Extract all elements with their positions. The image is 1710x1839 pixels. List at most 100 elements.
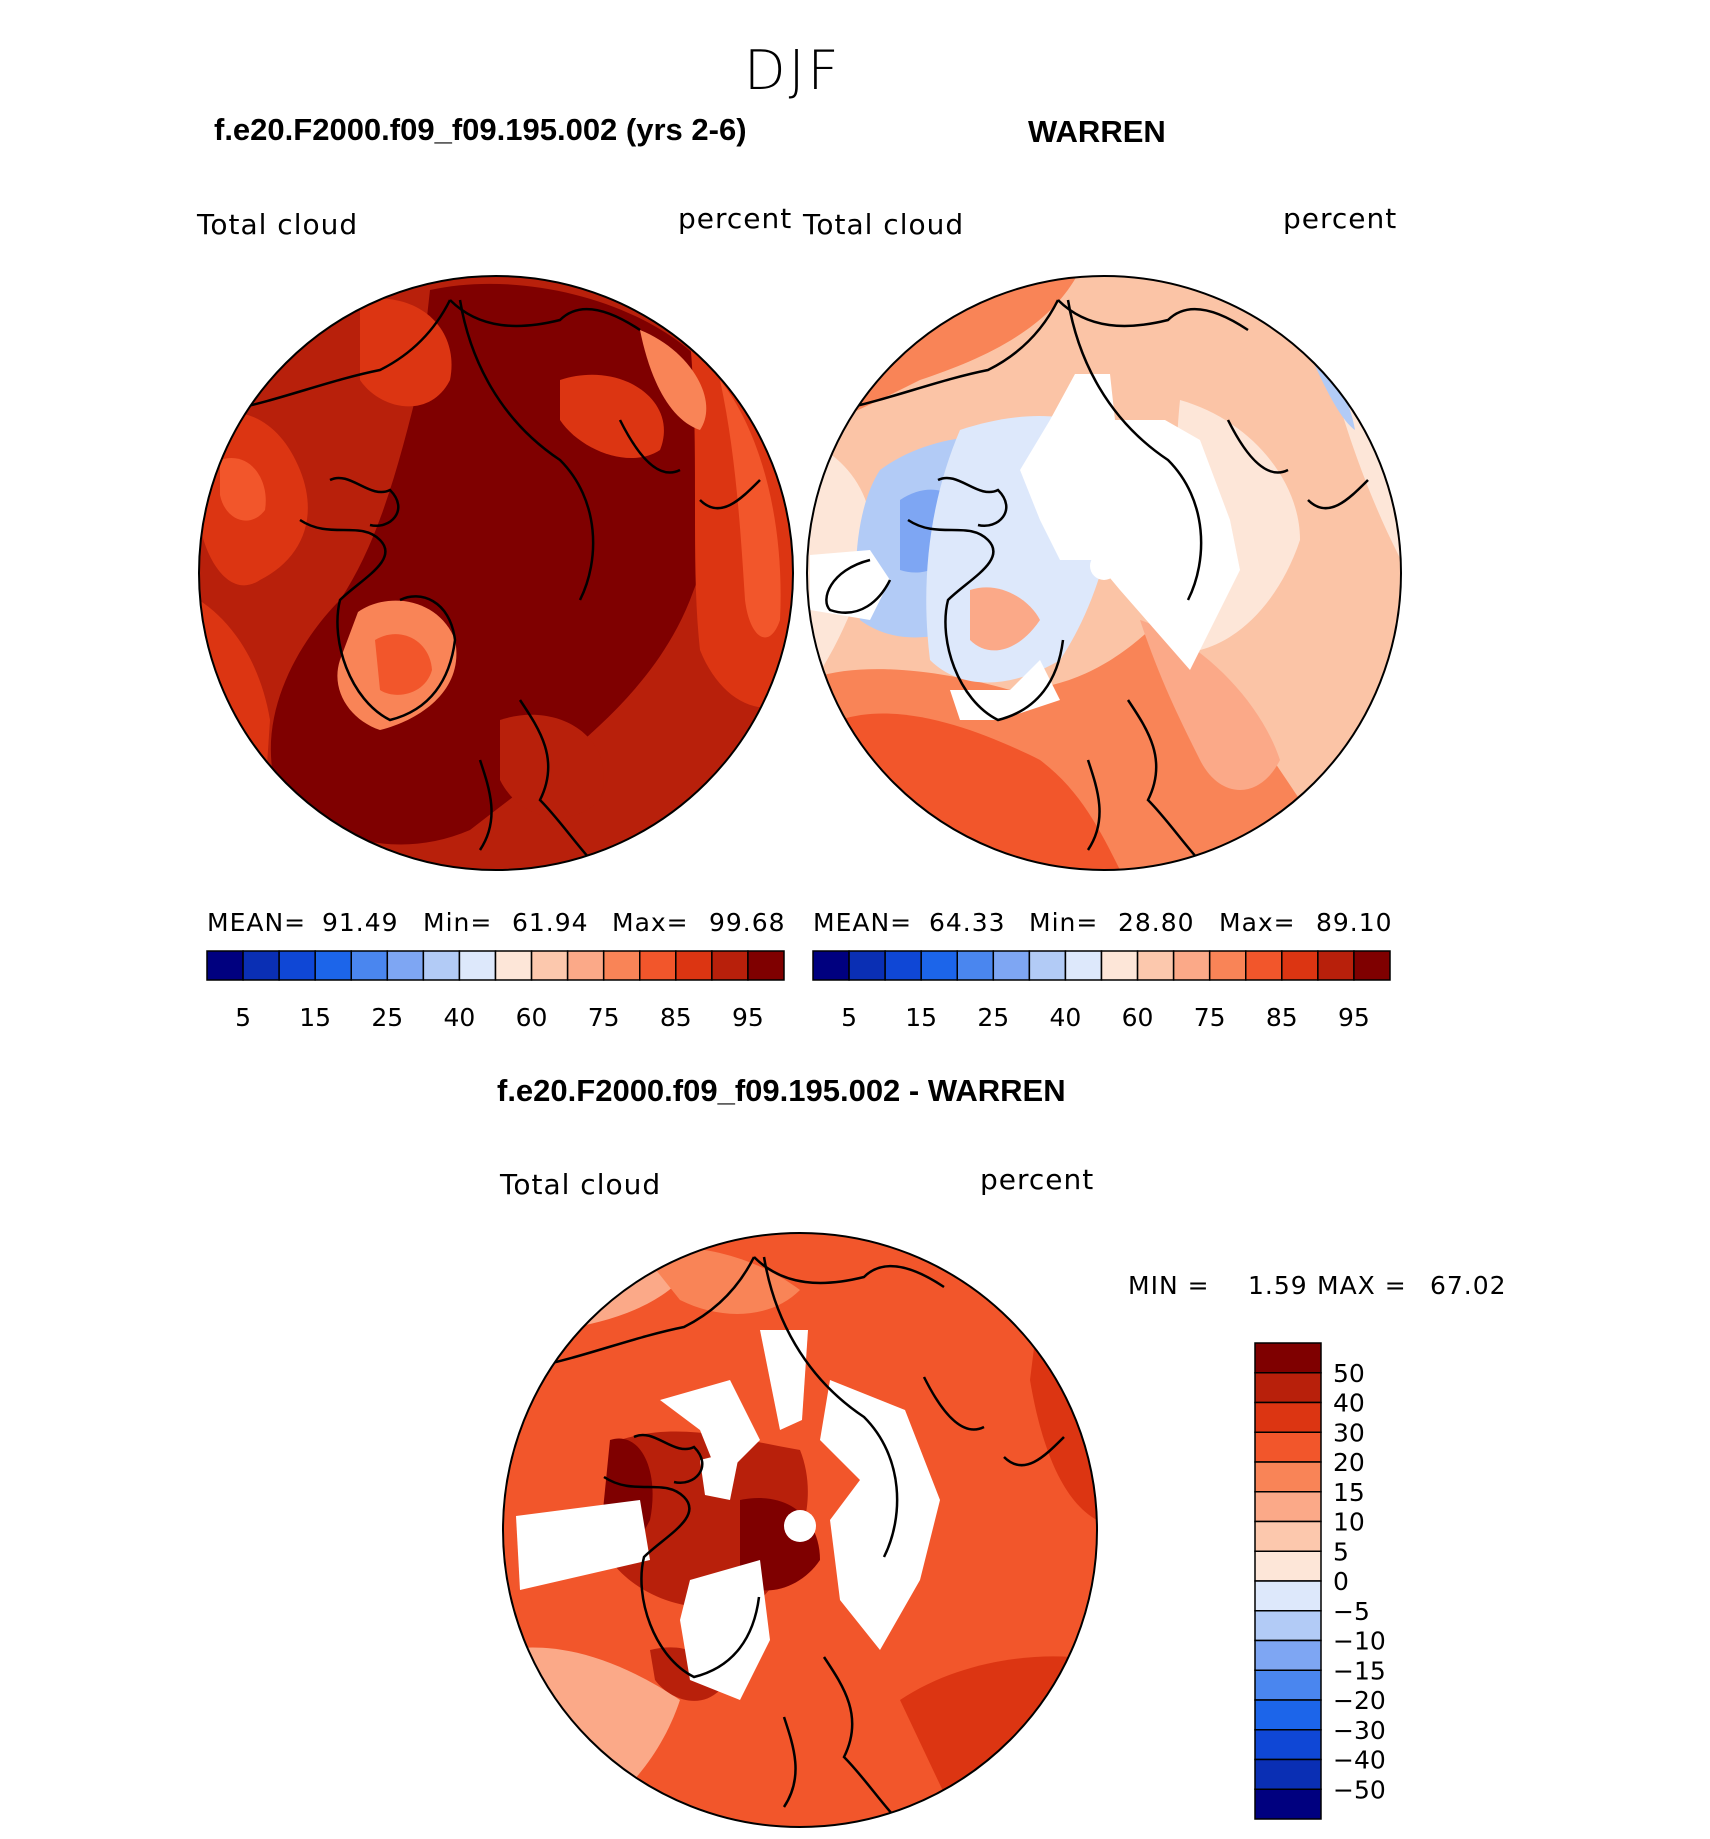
difference-colorbar-tick-label: 20 — [1333, 1448, 1365, 1477]
panel2-map-border — [806, 275, 1402, 871]
difference-colorbar-tick-label: −15 — [1333, 1656, 1386, 1685]
panel2-colorbar-swatch — [1136, 950, 1175, 981]
panel1-colorbar-swatch — [639, 950, 677, 981]
figure-title: DJF — [744, 39, 842, 102]
difference-colorbar-swatch — [1254, 1669, 1322, 1701]
panel2-colorbar-swatch — [1281, 950, 1319, 981]
panel1-colorbar-swatch — [530, 950, 569, 981]
panel1-colorbar-swatch — [386, 950, 425, 981]
panel1-coastlines — [229, 299, 761, 870]
panel1-colorbar-tick-label: 60 — [516, 1003, 548, 1032]
panel1-max-label: Max= — [612, 908, 689, 937]
panel2-max-value: 89.10 — [1316, 908, 1393, 937]
panel1-mean-label: MEAN= — [207, 908, 307, 937]
panel1-case-title: f.e20.F2000.f09_f09.195.002 (yrs 2-6) — [214, 112, 747, 147]
panel1-colorbar-tick-label: 85 — [660, 1003, 692, 1032]
difference-colorbar-tick-label: 0 — [1333, 1567, 1349, 1596]
difference-colorbar-swatch — [1254, 1788, 1322, 1820]
difference-colorbar-swatch — [1254, 1550, 1322, 1582]
panel3-coastlines — [533, 1256, 1065, 1827]
difference-colorbar-tick-label: −5 — [1333, 1597, 1370, 1626]
panel1-colorbar-tick-label: 95 — [732, 1003, 764, 1032]
difference-colorbar-swatch — [1254, 1401, 1322, 1433]
panel2-colorbar-tick-label: 85 — [1266, 1003, 1298, 1032]
panel1-colorbar-swatch — [242, 950, 280, 981]
difference-colorbar-swatch — [1254, 1758, 1322, 1790]
panel1-min-value: 61.94 — [512, 908, 589, 937]
panel1-colorbar-swatch — [278, 950, 316, 981]
panel2-colorbar-swatch — [920, 950, 958, 981]
panel2-colorbar-swatch — [1245, 950, 1283, 981]
panel2-map — [807, 276, 1401, 870]
panel2-colorbar-swatch — [812, 950, 850, 981]
panel1-colorbar-tick-label: 5 — [235, 1003, 251, 1032]
panel1-colorbar-swatch — [602, 950, 641, 981]
panel2-colorbar-tick-label: 60 — [1122, 1003, 1154, 1032]
panel1-colorbar-swatch — [675, 950, 713, 981]
panel1-colorbar-tick-label: 25 — [371, 1003, 403, 1032]
difference-colorbar-swatch — [1254, 1431, 1322, 1463]
panel3-map-border — [502, 1232, 1098, 1828]
panel2-colorbar-swatch — [1172, 950, 1211, 981]
difference-colorbar-tick-label: 5 — [1333, 1537, 1349, 1566]
panel3-variable-label: Total cloud — [500, 1168, 662, 1201]
difference-colorbar-swatch — [1254, 1342, 1322, 1374]
panel1-colorbar-swatch — [494, 950, 533, 981]
panel1-colorbar-swatch — [314, 950, 352, 981]
panel1-max-value: 99.68 — [709, 908, 786, 937]
panel1-colorbar-swatch — [350, 950, 389, 981]
panel2-colorbar-swatch — [1208, 950, 1247, 981]
panel2-colorbar-tick-label: 25 — [977, 1003, 1009, 1032]
panel2-colorbar-swatch — [884, 950, 922, 981]
panel1-colorbar-swatch — [422, 950, 461, 981]
panel3-case-title: f.e20.F2000.f09_f09.195.002 - WARREN — [497, 1073, 1066, 1108]
panel2-colorbar-swatch — [992, 950, 1031, 981]
panel2-colorbar-tick-label: 15 — [905, 1003, 937, 1032]
panel3-min-value: 1.59 — [1248, 1271, 1308, 1300]
panel2-mean-label: MEAN= — [813, 908, 913, 937]
panel1-colorbar-swatch — [566, 950, 605, 981]
panel2-colorbar-tick-label: 95 — [1338, 1003, 1370, 1032]
panel2-units-label: percent — [1283, 202, 1398, 235]
panel2-colorbar-swatch — [1028, 950, 1067, 981]
difference-colorbar-tick-label: 10 — [1333, 1508, 1365, 1537]
panel2-mean-value: 64.33 — [929, 908, 1006, 937]
panel1-map-border — [198, 275, 794, 871]
difference-colorbar-swatch — [1254, 1699, 1322, 1731]
difference-colorbar-tick-label: 40 — [1333, 1389, 1365, 1418]
panel2-colorbar: 5 15 25 40 60 75 85 95 — [812, 950, 1391, 1032]
panel2-colorbar-swatch — [956, 950, 995, 981]
difference-colorbar-tick-label: 15 — [1333, 1478, 1365, 1507]
difference-colorbar-swatch — [1254, 1491, 1322, 1523]
panel1-colorbar-tick-label: 15 — [299, 1003, 331, 1032]
panel3-map — [503, 1233, 1097, 1827]
panel2-colorbar-swatch — [1353, 950, 1391, 981]
panel1-variable-label: Total cloud — [197, 208, 359, 241]
panel2-colorbar-tick-label: 75 — [1194, 1003, 1226, 1032]
panel2-colorbar-swatch — [1100, 950, 1139, 981]
panel2-min-label: Min= — [1029, 908, 1099, 937]
panel2-coastlines — [825, 299, 1369, 870]
difference-colorbar-swatch — [1254, 1461, 1322, 1493]
panel3-min-label: MIN = — [1128, 1271, 1210, 1300]
panel2-colorbar-tick-label: 40 — [1050, 1003, 1082, 1032]
panel3-max-label: MAX = — [1317, 1271, 1407, 1300]
panel1-units-label: percent — [678, 202, 793, 235]
panel2-case-title: WARREN — [1028, 114, 1166, 149]
panel1-colorbar-swatch — [458, 950, 497, 981]
panel1-map — [199, 276, 793, 870]
panel2-min-value: 28.80 — [1118, 908, 1195, 937]
panel2-colorbar-swatch — [848, 950, 886, 981]
panel1-colorbar-swatch — [747, 950, 785, 981]
difference-colorbar-swatch — [1254, 1639, 1322, 1671]
panel3-max-value: 67.02 — [1430, 1271, 1507, 1300]
difference-colorbar-tick-label: −20 — [1333, 1686, 1386, 1715]
difference-colorbar-swatch — [1254, 1610, 1322, 1642]
panel1-mean-value: 91.49 — [322, 908, 399, 937]
panel2-colorbar-swatch — [1317, 950, 1355, 981]
difference-colorbar-swatch — [1254, 1372, 1322, 1404]
difference-colorbar-swatch — [1254, 1580, 1322, 1612]
panel1-colorbar-swatch — [206, 950, 244, 981]
